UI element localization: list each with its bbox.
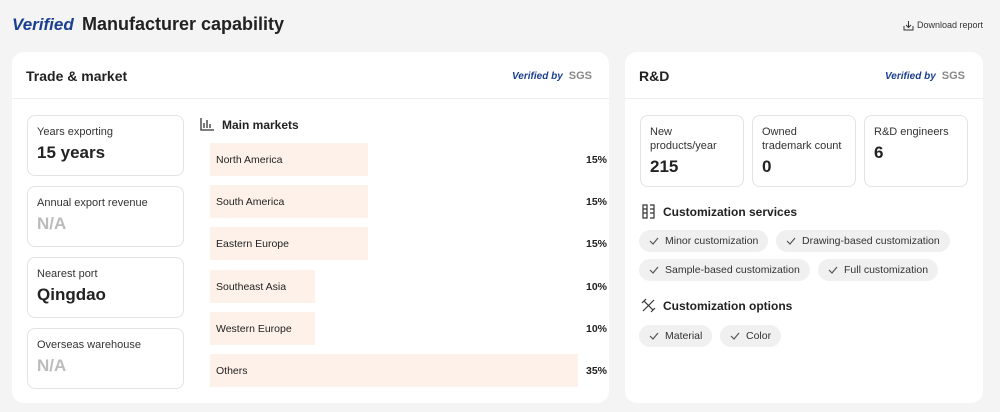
stat-value: 215	[650, 157, 679, 176]
stat-box: Overseas warehouse N/A	[27, 328, 184, 389]
tag: Full customization	[818, 259, 939, 281]
trade-card: Trade & market Verified by SGS Main marke…	[12, 52, 609, 403]
market-name: South America	[216, 196, 285, 209]
tag-text: Material	[665, 330, 703, 342]
stat-label: Overseas warehouse	[37, 339, 141, 351]
stat-value: 0	[762, 157, 772, 176]
stat-label: Annual export revenue	[37, 197, 148, 209]
stat-label: Owned trademark count	[762, 126, 842, 152]
market-row: North America 15%	[210, 143, 607, 176]
logo: Verified	[12, 15, 74, 34]
market-share: 10%	[585, 322, 607, 335]
market-row: Southeast Asia 10%	[210, 269, 607, 303]
verified-text: Verified by	[512, 71, 563, 82]
tag-text: Full customization	[844, 264, 929, 276]
stat-value: Qingdao	[37, 285, 106, 304]
verified-by: Verified by SGS	[885, 70, 965, 82]
tag-text: Drawing-based customization	[802, 235, 940, 247]
verified-by: Verified by SGS	[512, 70, 592, 82]
section-title: Customization services	[663, 205, 798, 219]
section-title: Main markets	[222, 118, 299, 132]
tag: Material	[639, 325, 713, 347]
stat-box: New products/year 215	[640, 115, 744, 187]
tag: Drawing-based customization	[776, 230, 950, 252]
market-row: Others 35%	[210, 354, 607, 387]
stat-label: Years exporting	[37, 126, 114, 138]
chart-icon	[200, 118, 214, 131]
market-name: Western Europe	[216, 322, 292, 335]
market-row: South America 15%	[210, 185, 607, 219]
market-bar	[210, 354, 579, 387]
card-title: Trade & market	[26, 68, 128, 84]
stat-value: N/A	[37, 214, 67, 233]
market-bar	[210, 143, 368, 176]
section-title: Customization options	[663, 299, 793, 313]
certifier: SGS	[941, 70, 965, 82]
tag-text: Sample-based customization	[665, 264, 800, 276]
stat-box: R&D engineers 6	[864, 115, 968, 187]
tag: Color	[720, 325, 782, 347]
verified-text: Verified by	[885, 71, 936, 82]
market-bar	[210, 311, 316, 345]
stat-label: R&D engineers	[874, 126, 949, 138]
card-title: R&D	[639, 68, 670, 84]
market-name: Southeast Asia	[216, 280, 287, 293]
market-share: 35%	[585, 365, 607, 377]
stat-box: Years exporting 15 years	[27, 115, 184, 176]
stat-value: 6	[874, 143, 884, 162]
market-share: 15%	[585, 154, 607, 166]
market-name: North America	[216, 154, 283, 166]
market-bar	[210, 227, 368, 261]
tag-text: Minor customization	[665, 235, 759, 247]
market-row: Eastern Europe 15%	[210, 227, 607, 261]
market-share: 10%	[585, 280, 607, 293]
rd-card: R&D Verified by SGS Customization service…	[625, 52, 983, 403]
stat-box: Annual export revenue N/A	[27, 186, 184, 247]
download-report[interactable]: Download report	[917, 20, 984, 30]
stat-box: Owned trademark count 0	[752, 115, 856, 187]
stat-box: Nearest port Qingdao	[27, 257, 184, 318]
market-name: Eastern Europe	[216, 238, 289, 251]
tag-text: Color	[746, 330, 772, 342]
download-icon	[903, 21, 914, 31]
stat-value: N/A	[37, 356, 67, 375]
stat-label: Nearest port	[37, 268, 98, 280]
market-share: 15%	[585, 238, 607, 251]
certifier: SGS	[568, 70, 592, 82]
services-icon	[642, 204, 655, 219]
page-title: Manufacturer capability	[82, 14, 285, 34]
tag: Sample-based customization	[639, 259, 810, 281]
stat-label: New products/year	[650, 126, 717, 152]
market-bar	[210, 269, 316, 303]
market-bar	[210, 185, 368, 219]
market-share: 15%	[585, 196, 607, 209]
stat-value: 15 years	[37, 143, 106, 162]
tag: Minor customization	[639, 230, 769, 252]
options-icon	[641, 298, 656, 313]
market-name: Others	[216, 365, 248, 377]
market-row: Western Europe 10%	[210, 311, 607, 345]
